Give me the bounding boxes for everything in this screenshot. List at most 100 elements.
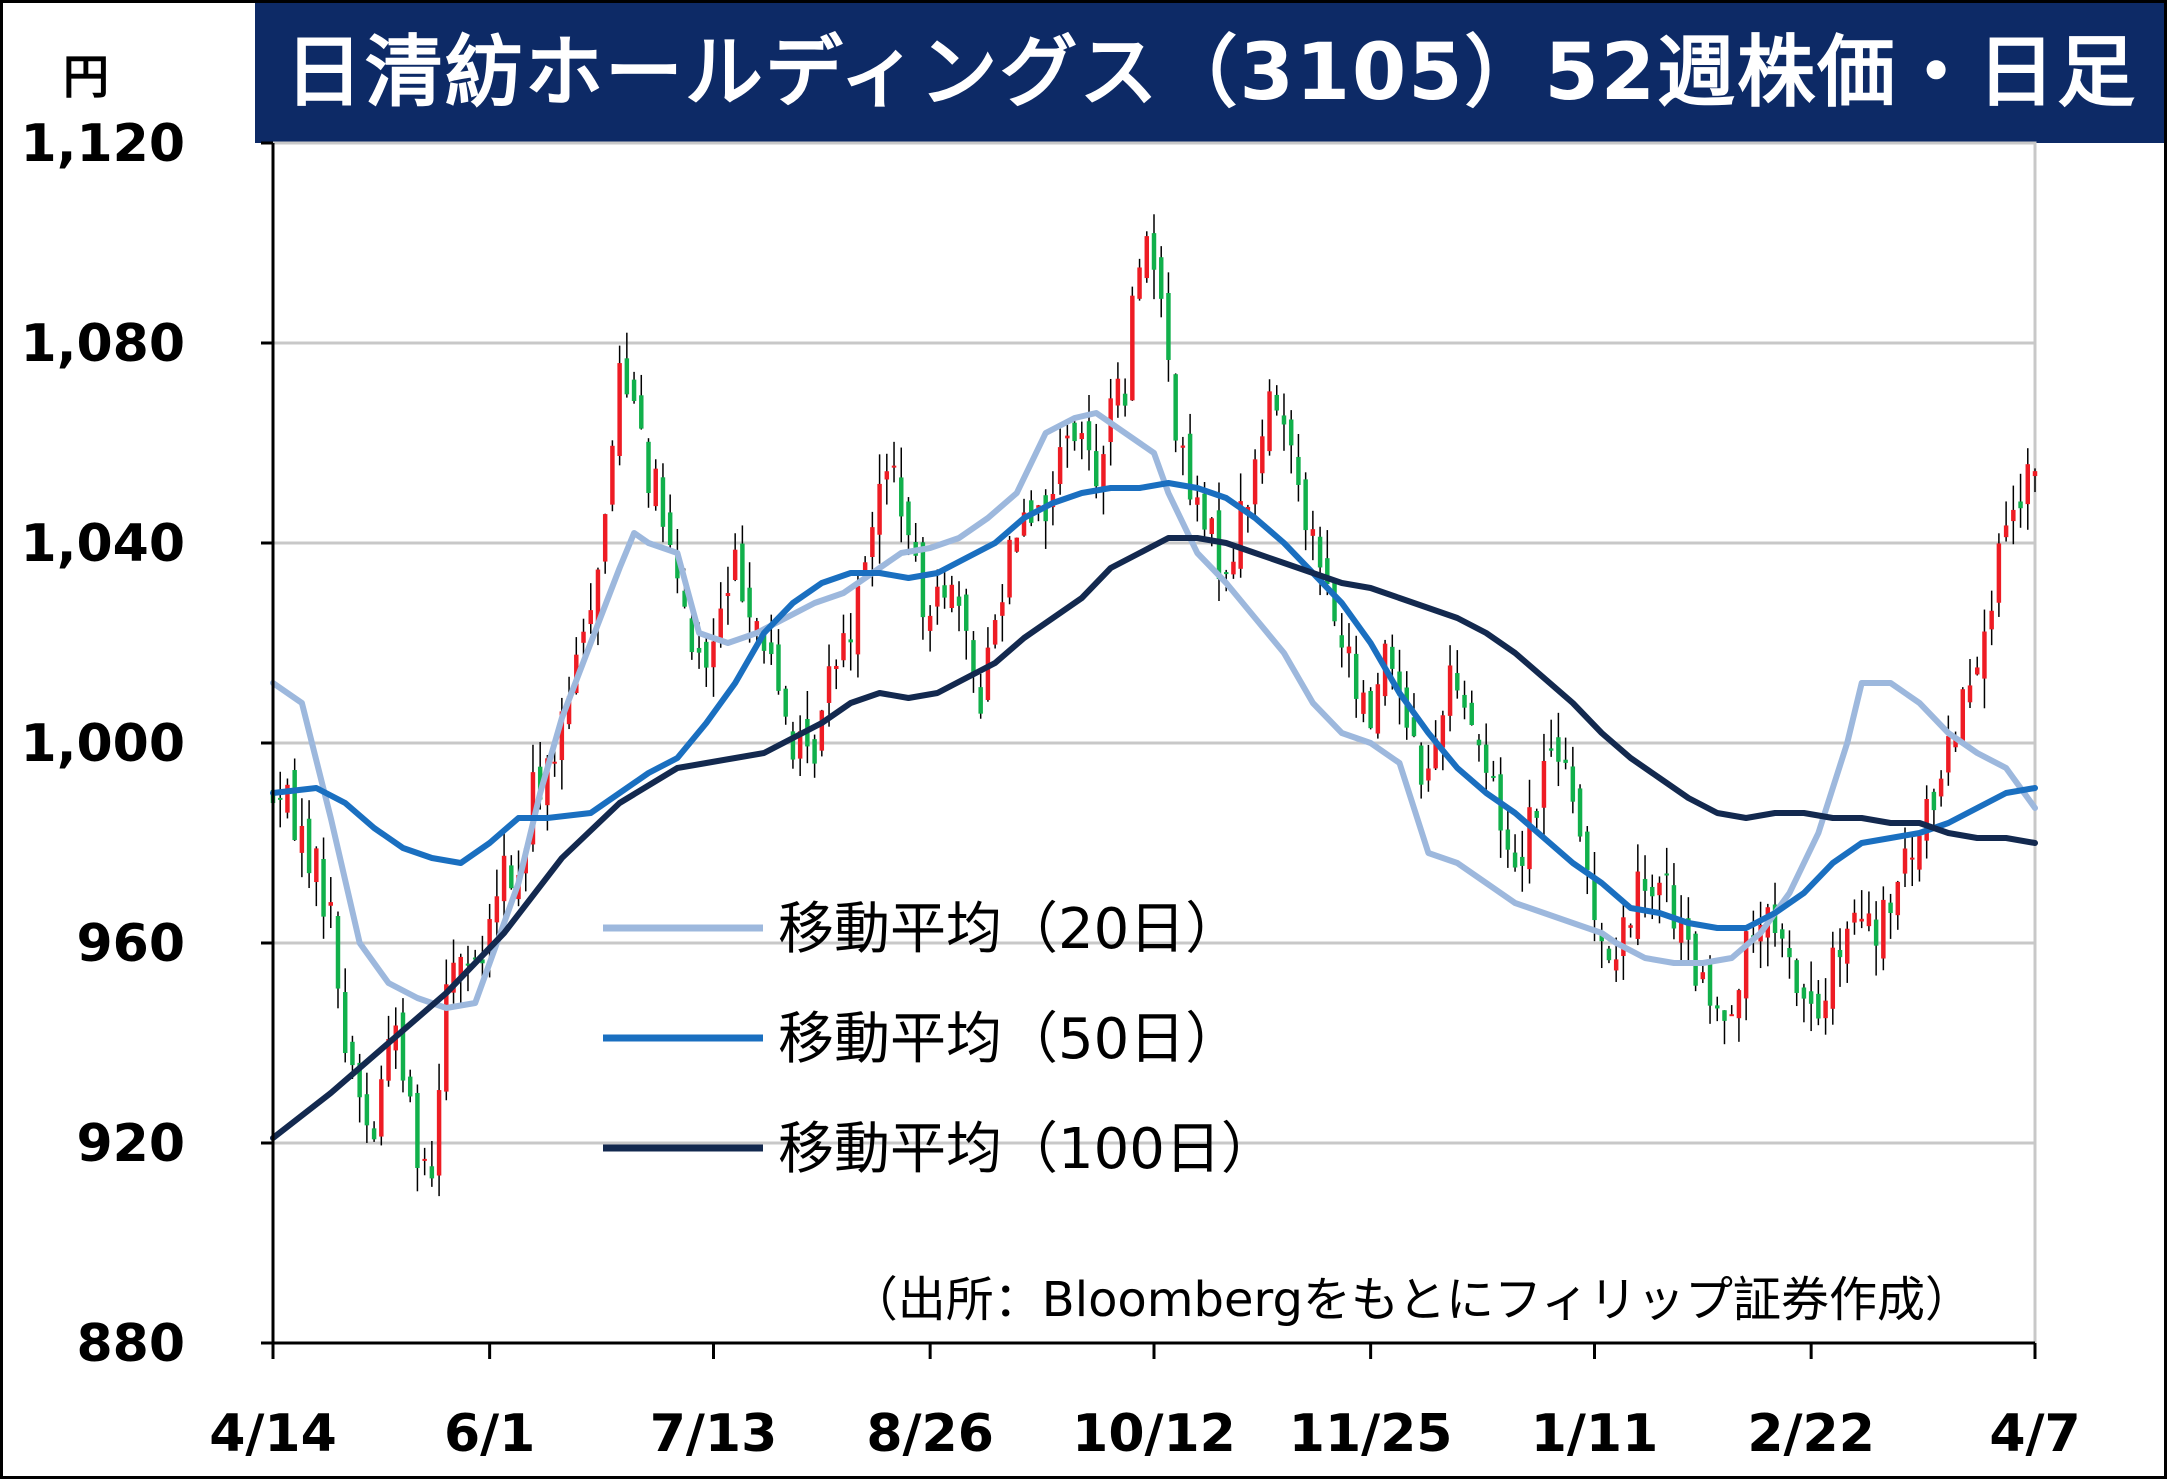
candle-body: [610, 445, 615, 505]
candle-body: [935, 586, 940, 607]
candle-body: [422, 1158, 427, 1161]
legend: 移動平均（20日） 移動平均（50日） 移動平均（100日）: [603, 897, 1277, 1182]
candle-body: [581, 631, 586, 643]
candle-body: [1332, 580, 1337, 622]
candle-body: [1260, 436, 1265, 474]
candle-body: [1736, 990, 1742, 1019]
candle-body: [740, 543, 745, 602]
candle-body: [1881, 899, 1886, 959]
candle-body: [400, 1012, 406, 1081]
candle-body: [386, 1039, 391, 1081]
y-tick-label: 1,040: [21, 514, 185, 574]
candle-body: [379, 1079, 384, 1137]
candle-body: [725, 593, 731, 597]
candle-body: [797, 731, 803, 759]
candle-body: [1317, 536, 1323, 568]
candle-body: [480, 959, 485, 964]
candle-body: [884, 471, 890, 480]
x-tick-label: 1/11: [1531, 1404, 1659, 1464]
candle-body: [292, 770, 297, 841]
candle-body: [299, 825, 305, 853]
candle-body: [1353, 653, 1359, 699]
candle-body: [1808, 991, 1814, 1004]
candle-body: [711, 641, 716, 668]
candle-body: [1361, 692, 1366, 714]
candle-body: [1476, 739, 1482, 746]
candle-body: [2018, 501, 2023, 509]
candle-body: [1628, 925, 1633, 928]
candle-body: [667, 512, 673, 546]
candle-body: [1772, 904, 1778, 933]
legend-label: 移動平均（50日）: [778, 1007, 1241, 1072]
candle-body: [342, 992, 348, 1054]
candle-body: [927, 615, 933, 631]
candle-body: [1021, 512, 1027, 536]
candle-body: [1187, 433, 1193, 500]
candle-body: [458, 956, 463, 978]
candle-body: [899, 477, 904, 517]
candle-body: [1671, 885, 1677, 929]
candle-body: [1837, 949, 1843, 958]
candle-body: [1072, 422, 1077, 442]
candle-body: [1707, 960, 1713, 1006]
candle-body: [1794, 960, 1799, 993]
candle-body: [1130, 295, 1135, 401]
candle-body: [754, 621, 760, 632]
candle-body: [350, 1041, 355, 1066]
candle-body: [1057, 447, 1063, 485]
legend-label: 移動平均（100日）: [778, 1117, 1277, 1182]
candle-body: [509, 865, 514, 889]
candle-body: [1823, 1000, 1828, 1019]
chart-title: 日清紡ホールディングス（3105）52週株価・日足: [255, 3, 2164, 143]
candle-body: [978, 687, 983, 714]
candle-body: [848, 639, 853, 643]
candle-body: [1101, 454, 1106, 492]
candle-body: [2032, 471, 2038, 477]
candle-body: [1426, 768, 1431, 781]
ma-line-3: [270, 535, 2038, 1141]
candle-body: [1910, 857, 1915, 860]
candle-body: [1180, 445, 1186, 448]
candle-body: [675, 551, 680, 579]
candle-body: [2025, 464, 2031, 505]
candle-body: [314, 848, 319, 883]
candle-body: [494, 896, 500, 923]
candle-body: [1166, 293, 1171, 360]
candle-body: [1664, 873, 1669, 876]
ma-line-2: [270, 480, 2038, 931]
candle-body: [704, 641, 709, 668]
candle-body: [1094, 451, 1099, 487]
y-tick-label: 1,000: [21, 714, 185, 774]
candle-body: [1967, 685, 1973, 703]
ma-line-1: [270, 410, 2038, 1011]
candle-body: [1931, 791, 1937, 811]
candle-body: [371, 1128, 377, 1140]
legend-label: 移動平均（20日）: [778, 897, 1241, 962]
candle-body: [1202, 493, 1207, 530]
candle-body: [920, 542, 926, 618]
candle-body: [1729, 1014, 1734, 1017]
candle-body: [1642, 878, 1648, 891]
candle-body: [1693, 933, 1698, 986]
candle-body: [335, 916, 341, 989]
candle-body: [747, 587, 752, 618]
candle-body: [2003, 525, 2009, 538]
candle-body: [1845, 928, 1850, 964]
candle-body: [1137, 267, 1142, 299]
candle-body: [639, 395, 644, 429]
candle-body: [1621, 917, 1626, 957]
candle-body: [682, 590, 687, 607]
x-tick-label: 11/25: [1289, 1404, 1453, 1464]
candle-body: [877, 483, 882, 535]
candle-body: [1902, 848, 1908, 874]
x-tick-label: 7/13: [650, 1404, 778, 1464]
candle-body: [1859, 918, 1864, 922]
candle-body: [862, 562, 868, 575]
candle-body: [1288, 419, 1294, 446]
candle-body: [1339, 635, 1344, 648]
candle-body: [971, 640, 976, 676]
axes: 1,120 1,080 1,040 1,000 960 920 880 4/14 6/1 7/13…: [21, 114, 2081, 1464]
candle-body: [855, 585, 861, 655]
candle-body: [1115, 378, 1121, 406]
candle-body: [1375, 684, 1381, 734]
